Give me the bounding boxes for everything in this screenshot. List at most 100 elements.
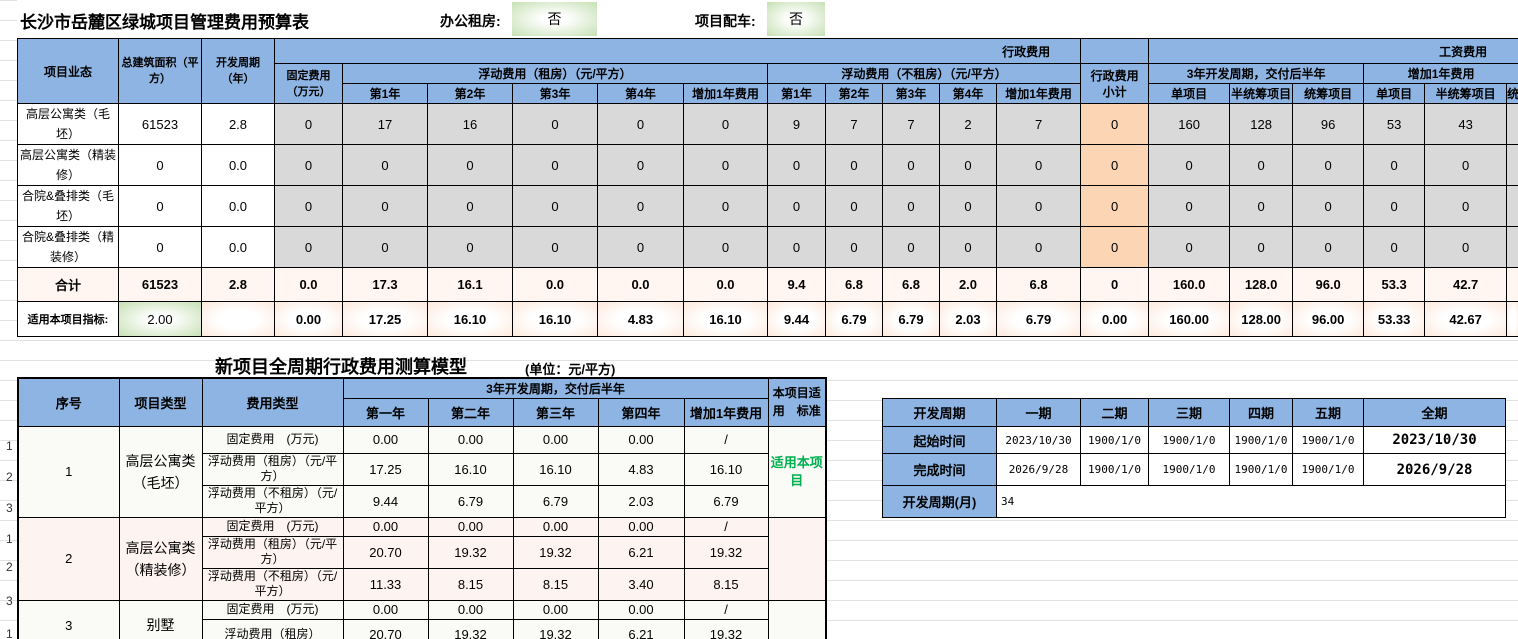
data-cell[interactable]: 0 [939, 144, 997, 186]
data-cell[interactable]: 0 [342, 185, 428, 227]
data-cell[interactable]: 0.00 [597, 599, 685, 620]
office-rent-cell[interactable]: 否 [512, 2, 597, 36]
data-cell[interactable] [201, 301, 275, 337]
data-cell[interactable]: 128 [1229, 103, 1294, 145]
data-cell[interactable]: 0 [767, 226, 826, 268]
data-cell[interactable]: 0 [512, 103, 598, 145]
date-cell[interactable]: 1900/1/0 [1080, 426, 1149, 454]
data-cell[interactable]: 2 [939, 103, 997, 145]
data-cell[interactable]: 2.8 [201, 103, 275, 145]
data-cell[interactable]: 0 [274, 103, 343, 145]
data-cell[interactable]: 6.79 [683, 484, 769, 518]
date-cell[interactable]: 1900/1/0 [1292, 426, 1364, 454]
date-cell[interactable]: 1900/1/0 [1148, 426, 1230, 454]
data-cell[interactable]: 0 [1424, 185, 1508, 227]
data-cell[interactable] [1506, 301, 1518, 337]
data-cell[interactable]: 0.00 [597, 425, 685, 454]
data-cell[interactable]: 0.0 [201, 144, 275, 186]
data-cell[interactable] [1506, 185, 1518, 227]
data-cell[interactable]: 7 [825, 103, 883, 145]
data-cell[interactable] [1506, 267, 1518, 302]
data-cell[interactable]: 0 [1148, 226, 1231, 268]
data-cell[interactable]: 0 [274, 226, 343, 268]
data-cell[interactable]: 6.8 [882, 267, 940, 302]
data-cell[interactable]: 0 [342, 144, 428, 186]
data-cell[interactable]: 0 [427, 226, 513, 268]
data-cell[interactable]: 0.0 [274, 267, 343, 302]
data-cell[interactable]: 6.79 [427, 484, 514, 518]
data-cell[interactable]: 0 [1080, 267, 1150, 302]
data-cell[interactable] [1506, 144, 1518, 186]
data-cell[interactable]: 19.32 [427, 618, 514, 639]
data-cell[interactable]: 0 [1080, 185, 1150, 227]
data-cell[interactable]: 53 [1363, 103, 1426, 145]
data-cell[interactable]: 0 [882, 144, 940, 186]
data-cell[interactable]: 4.83 [597, 452, 685, 486]
date-cell[interactable]: 2026/9/28 [996, 453, 1081, 486]
data-cell[interactable]: 0.00 [1080, 301, 1150, 337]
data-cell[interactable]: 0 [512, 144, 598, 186]
date-cell[interactable]: 1900/1/0 [1148, 453, 1230, 486]
data-cell[interactable]: 0 [342, 226, 428, 268]
data-cell[interactable]: 0 [597, 144, 684, 186]
data-cell[interactable]: 0 [427, 185, 513, 227]
schedule-months-value[interactable]: 34 [996, 485, 1506, 518]
data-cell[interactable]: 0.0 [512, 267, 598, 302]
data-cell[interactable]: 0.00 [512, 425, 599, 454]
data-cell[interactable]: 43 [1424, 103, 1508, 145]
data-cell[interactable]: 16.10 [512, 452, 599, 486]
data-cell[interactable]: 160.00 [1148, 301, 1231, 337]
data-cell[interactable]: 19.32 [683, 618, 769, 639]
data-cell[interactable]: 16.1 [427, 267, 513, 302]
date-cell[interactable]: 2023/10/30 [996, 426, 1081, 454]
data-cell[interactable]: 0.00 [342, 425, 429, 454]
data-cell[interactable]: 0 [1292, 226, 1365, 268]
data-cell[interactable]: 19.32 [512, 535, 599, 569]
data-cell[interactable]: 6.21 [597, 618, 685, 639]
data-cell[interactable]: 53.3 [1363, 267, 1426, 302]
data-cell[interactable]: 6.79 [995, 301, 1082, 337]
data-cell[interactable]: 0.00 [342, 599, 429, 620]
date-cell[interactable]: 2026/9/28 [1363, 453, 1506, 486]
data-cell[interactable]: 0 [1148, 144, 1231, 186]
data-cell[interactable]: 0 [995, 226, 1082, 268]
car-cell[interactable]: 否 [767, 2, 825, 36]
data-cell[interactable]: 2.03 [939, 301, 997, 337]
data-cell[interactable]: 0 [597, 103, 684, 145]
data-cell[interactable]: 7 [995, 103, 1082, 145]
data-cell[interactable]: 0 [995, 144, 1082, 186]
data-cell[interactable]: 0 [1080, 103, 1150, 145]
data-cell[interactable]: 42.67 [1424, 301, 1508, 337]
date-cell[interactable]: 1900/1/0 [1229, 453, 1293, 486]
data-cell[interactable]: / [683, 516, 769, 537]
data-cell[interactable]: 0 [1292, 144, 1365, 186]
data-cell[interactable]: 0.0 [597, 267, 684, 302]
data-cell[interactable]: 0 [512, 185, 598, 227]
data-cell[interactable]: 0.00 [512, 599, 599, 620]
data-cell[interactable]: 16.10 [427, 301, 513, 337]
data-cell[interactable]: 17.25 [342, 301, 428, 337]
data-cell[interactable]: 9 [767, 103, 826, 145]
data-cell[interactable]: 0 [1424, 144, 1508, 186]
data-cell[interactable]: 9.4 [767, 267, 826, 302]
data-cell[interactable]: 16.10 [427, 452, 514, 486]
data-cell[interactable]: 61523 [118, 103, 202, 145]
data-cell[interactable]: 61523 [118, 267, 202, 302]
data-cell[interactable]: 0 [512, 226, 598, 268]
data-cell[interactable]: 6.21 [597, 535, 685, 569]
data-cell[interactable]: 0 [939, 185, 997, 227]
data-cell[interactable]: 2.8 [201, 267, 275, 302]
data-cell[interactable]: 16.10 [683, 452, 769, 486]
data-cell[interactable]: 0 [1363, 226, 1426, 268]
data-cell[interactable]: 0 [597, 185, 684, 227]
data-cell[interactable]: 19.32 [512, 618, 599, 639]
data-cell[interactable]: 0 [683, 226, 768, 268]
data-cell[interactable]: 19.32 [683, 535, 769, 569]
data-cell[interactable]: 8.15 [427, 567, 514, 601]
data-cell[interactable]: 96 [1292, 103, 1365, 145]
data-cell[interactable]: 0 [1229, 185, 1294, 227]
data-cell[interactable]: 128.0 [1229, 267, 1294, 302]
data-cell[interactable]: 0.0 [201, 226, 275, 268]
data-cell[interactable]: 6.79 [512, 484, 599, 518]
data-cell[interactable]: 8.15 [512, 567, 599, 601]
